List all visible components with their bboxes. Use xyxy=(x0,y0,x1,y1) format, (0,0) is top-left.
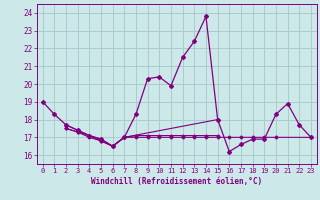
X-axis label: Windchill (Refroidissement éolien,°C): Windchill (Refroidissement éolien,°C) xyxy=(91,177,262,186)
